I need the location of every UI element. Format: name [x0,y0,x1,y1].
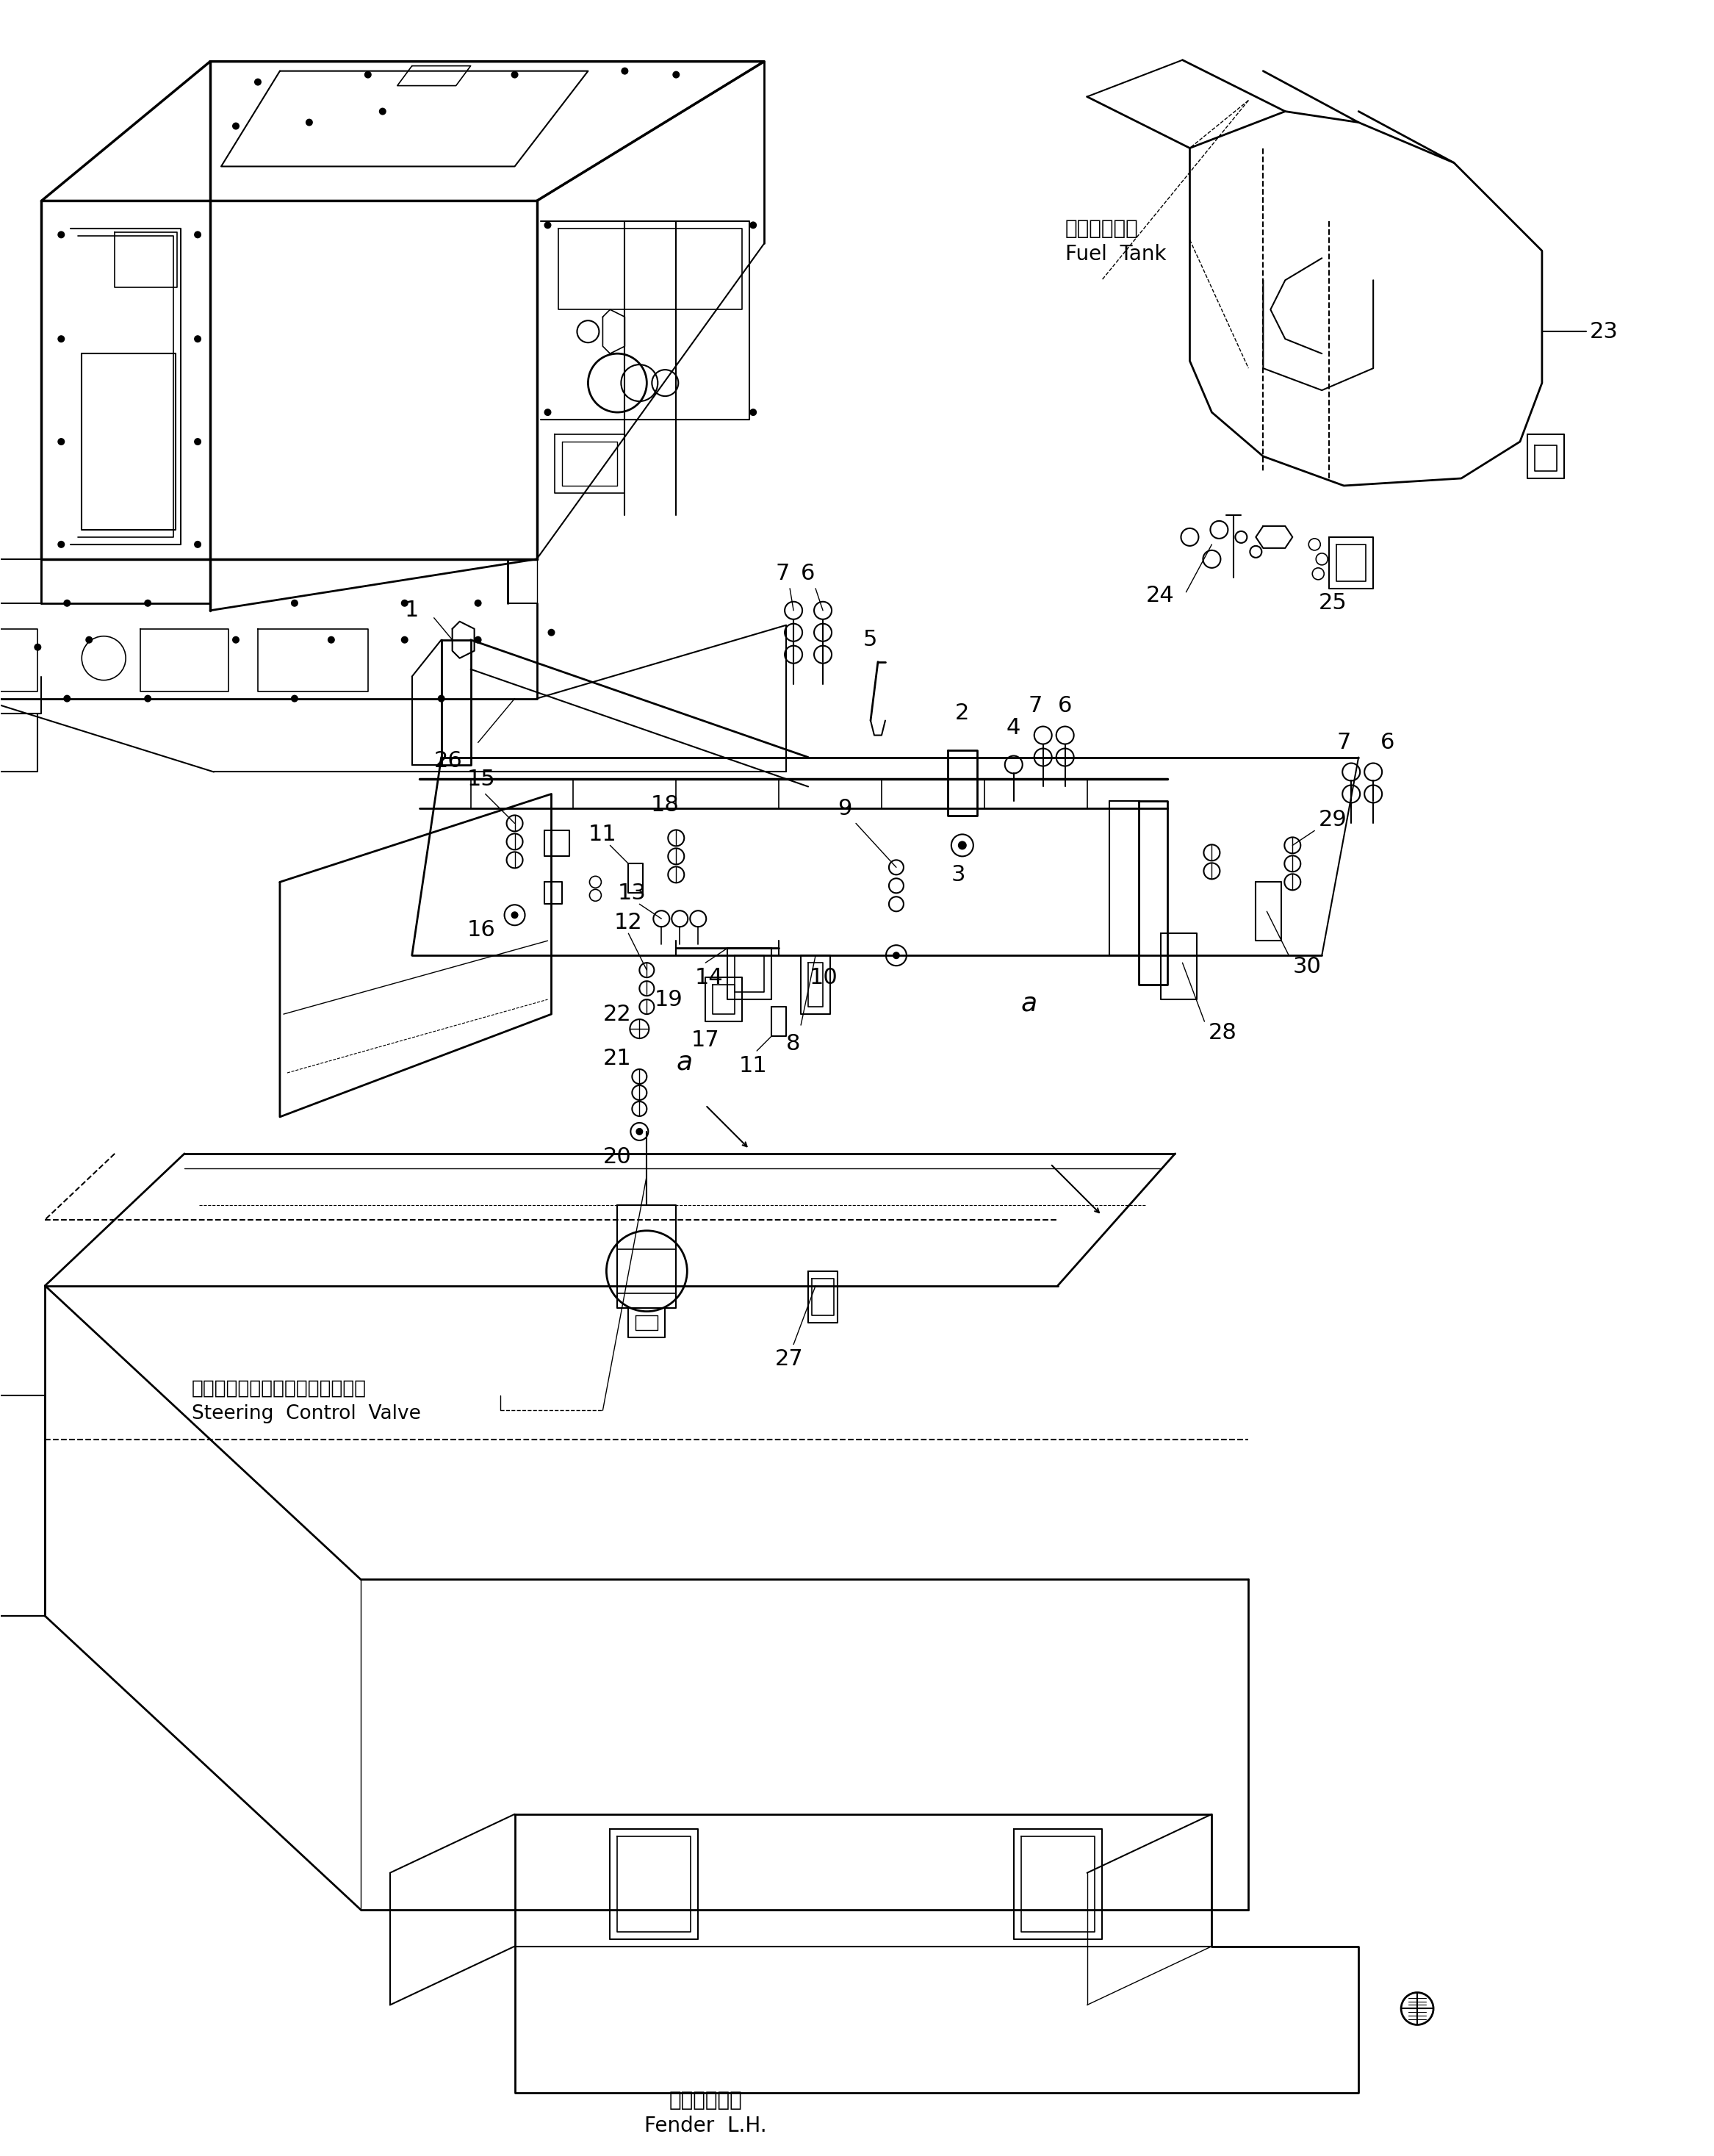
Circle shape [749,222,758,229]
Text: 3: 3 [951,865,965,886]
Circle shape [63,694,70,703]
Text: a: a [1022,990,1037,1015]
Text: 20: 20 [603,1147,631,1169]
Text: 8: 8 [787,1033,800,1054]
Circle shape [58,541,65,548]
Circle shape [194,334,201,343]
Text: 19: 19 [655,990,682,1011]
Text: 23: 23 [1589,321,1618,343]
Text: a: a [675,1050,692,1074]
Circle shape [291,694,298,703]
Circle shape [749,410,758,416]
Text: 6: 6 [1380,731,1395,752]
Text: 6: 6 [1058,694,1071,716]
Circle shape [231,123,240,129]
Circle shape [144,694,151,703]
Text: 15: 15 [466,770,495,789]
Text: フェルタンク: フェルタンク [1064,218,1138,239]
Text: 14: 14 [694,966,723,987]
Circle shape [475,599,482,606]
Text: 11: 11 [739,1054,766,1076]
Text: 18: 18 [650,793,679,815]
Text: Fender  L.H.: Fender L.H. [644,2115,766,2137]
Text: 7: 7 [775,563,790,584]
Text: 1: 1 [405,599,418,621]
Text: 27: 27 [775,1348,804,1369]
Text: 6: 6 [800,563,816,584]
Text: ステアリングコントロールバルブ: ステアリングコントロールバルブ [192,1380,367,1397]
Circle shape [194,438,201,446]
Text: 21: 21 [603,1048,631,1069]
Text: 5: 5 [864,630,878,651]
Circle shape [543,222,552,229]
Text: 12: 12 [614,912,643,934]
Circle shape [379,108,386,114]
Circle shape [620,67,629,75]
Circle shape [58,438,65,446]
Text: 16: 16 [466,918,495,940]
Text: 11: 11 [588,824,617,845]
Circle shape [327,636,334,642]
Text: 17: 17 [691,1028,720,1050]
Circle shape [365,71,372,78]
Circle shape [543,410,552,416]
Circle shape [672,71,680,78]
Circle shape [958,841,967,849]
Circle shape [511,912,518,918]
Circle shape [636,1128,643,1136]
Circle shape [194,231,201,239]
Circle shape [437,694,446,703]
Text: 30: 30 [1292,955,1321,977]
Circle shape [58,334,65,343]
Text: 29: 29 [1318,808,1347,830]
Text: 25: 25 [1318,593,1347,614]
Text: 22: 22 [603,1003,631,1024]
Text: 2: 2 [955,703,970,724]
Circle shape [548,630,555,636]
Text: 9: 9 [838,798,852,819]
Circle shape [144,599,151,606]
Circle shape [401,599,408,606]
Circle shape [194,541,201,548]
Text: フェンダ　左: フェンダ 左 [668,2089,742,2111]
Circle shape [305,119,314,125]
Text: 26: 26 [434,750,463,772]
Text: 7: 7 [1028,694,1042,716]
Circle shape [34,642,41,651]
Text: 28: 28 [1208,1022,1238,1044]
Circle shape [475,636,482,642]
Circle shape [58,231,65,239]
Text: 24: 24 [1145,584,1174,606]
Text: 10: 10 [809,966,838,987]
Text: 4: 4 [1006,718,1020,740]
Circle shape [231,636,240,642]
Circle shape [254,78,262,86]
Text: 7: 7 [1337,731,1351,752]
Text: 13: 13 [617,882,646,903]
Circle shape [401,636,408,642]
Circle shape [893,951,900,959]
Circle shape [86,636,93,642]
Circle shape [511,71,518,78]
Text: Steering  Control  Valve: Steering Control Valve [192,1404,422,1423]
Text: Fuel  Tank: Fuel Tank [1064,244,1166,265]
Circle shape [63,599,70,606]
Circle shape [291,599,298,606]
